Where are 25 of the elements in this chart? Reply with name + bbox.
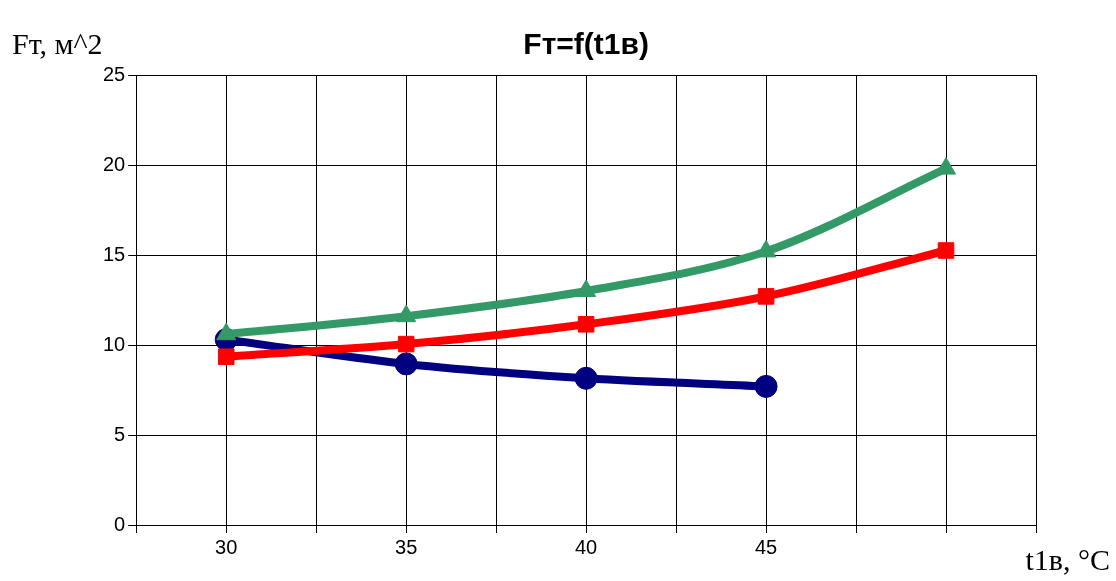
point	[217, 348, 235, 365]
y-tick-label: 25	[103, 62, 126, 85]
y-tick-label: 0	[114, 512, 126, 535]
y-axis-title: Fт, м^2	[12, 27, 103, 60]
x-tick-label: 40	[575, 535, 598, 558]
point	[574, 366, 598, 390]
point	[757, 288, 775, 305]
x-tick-label: 30	[215, 535, 238, 558]
x-tick-label: 45	[754, 535, 778, 558]
point	[576, 279, 597, 297]
y-tick-label: 5	[114, 422, 126, 445]
point	[754, 374, 778, 398]
point	[396, 304, 417, 323]
point	[397, 335, 415, 353]
y-tick-label: 15	[103, 242, 126, 265]
point	[577, 316, 595, 333]
x-axis-title: t1в, °C	[1025, 543, 1110, 576]
x-tick-label: 35	[395, 535, 418, 558]
chart-title: Fт=f(t1в)	[523, 27, 649, 60]
y-tick-label: 10	[103, 332, 126, 355]
point	[937, 242, 955, 259]
point	[936, 157, 957, 175]
y-tick-label: 20	[103, 152, 126, 175]
point	[394, 352, 418, 376]
point	[756, 239, 777, 258]
